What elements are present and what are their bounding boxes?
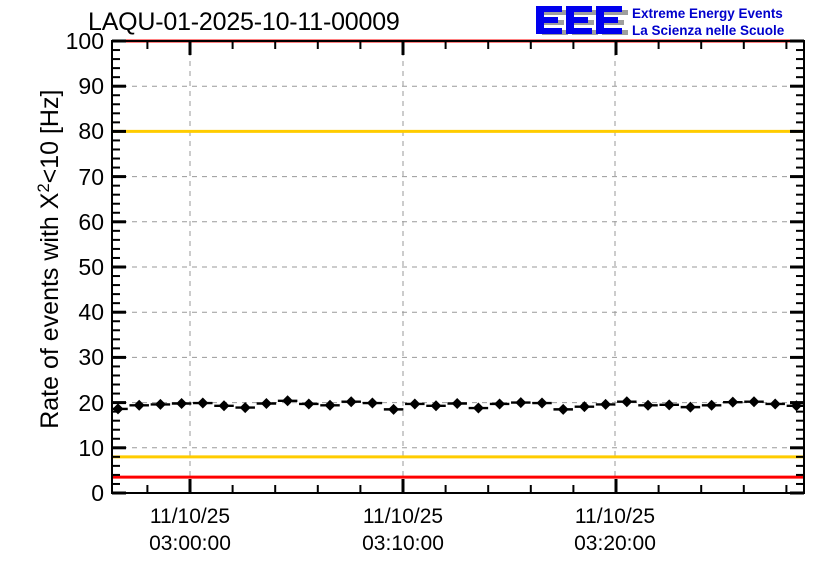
eee-logo-icon [536,6,628,35]
data-point-marker [176,398,188,410]
data-point-marker [409,398,421,410]
data-point-marker [621,396,633,408]
data-point-marker [451,398,463,410]
data-point-marker [642,399,654,411]
data-point-marker [769,398,781,410]
y-tick-label: 80 [78,118,104,145]
x-tick-label: 11/10/25 03:10:00 [313,503,493,557]
eee-logo-line1: Extreme Energy Events [632,6,783,21]
data-point-marker [472,402,484,414]
eee-logo-text: Extreme Energy Events La Scienza nelle S… [632,5,784,39]
data-point-marker [706,399,718,411]
y-tick-label: 50 [78,254,104,280]
x-tick-label-date: 11/10/25 [362,505,444,528]
data-point-marker [345,396,357,408]
y-tick-label: 10 [78,434,104,461]
x-tick-label-time: 03:00:00 [149,532,231,555]
data-point-marker [727,396,739,408]
data-point-marker [260,398,272,410]
y-tick-label: 0 [91,480,104,506]
y-tick-label: 70 [78,163,104,190]
data-point-marker [303,398,315,410]
data-point-marker [218,400,230,412]
data-point-marker [748,396,760,408]
data-point-marker [112,403,124,415]
eee-logo-line2: La Scienza nelle Scuole [632,23,785,38]
data-point-marker [494,398,506,410]
data-point-marker [366,397,378,409]
data-point-marker [239,402,251,414]
data-point-marker [388,403,400,415]
data-point-marker [154,398,166,410]
y-tick-label: 30 [78,344,104,371]
data-point-marker [324,399,336,411]
data-point-marker [536,397,548,409]
x-tick-label: 11/10/25 03:00:00 [100,503,280,557]
data-point-marker [515,397,527,409]
x-tick-label: 11/10/25 03:20:00 [525,503,705,557]
page-title: LAQU-01-2025-10-11-00009 [88,8,400,36]
eee-logo: Extreme Energy Events La Scienza nelle S… [536,4,836,42]
data-point-marker [663,399,675,411]
data-point-marker [790,400,802,412]
y-tick-label: 90 [78,73,104,100]
data-point-marker [557,403,569,415]
x-tick-label-time: 03:20:00 [574,532,656,555]
y-tick-label: 60 [78,208,104,235]
x-tick-label-time: 03:10:00 [362,532,444,555]
y-tick-label: 40 [78,299,104,326]
data-point-marker [600,398,612,410]
x-tick-label-date: 11/10/25 [574,505,656,528]
data-point-marker [133,399,145,411]
data-point-marker [684,401,696,413]
data-point-marker [197,397,209,409]
y-tick-label: 20 [78,389,104,416]
data-point-marker [578,401,590,413]
data-point-marker [282,395,294,407]
data-point-marker [430,400,442,412]
y-tick-label: 100 [65,28,104,54]
x-tick-label-date: 11/10/25 [149,505,231,528]
